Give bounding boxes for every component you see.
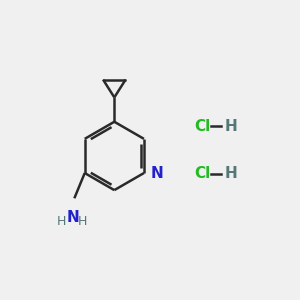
Text: H: H	[224, 166, 237, 181]
Text: H: H	[224, 119, 237, 134]
Text: Cl: Cl	[195, 119, 211, 134]
Text: N: N	[67, 210, 79, 225]
Text: N: N	[151, 166, 163, 181]
Text: H: H	[78, 215, 87, 228]
Text: H: H	[57, 215, 66, 228]
Text: Cl: Cl	[195, 166, 211, 181]
